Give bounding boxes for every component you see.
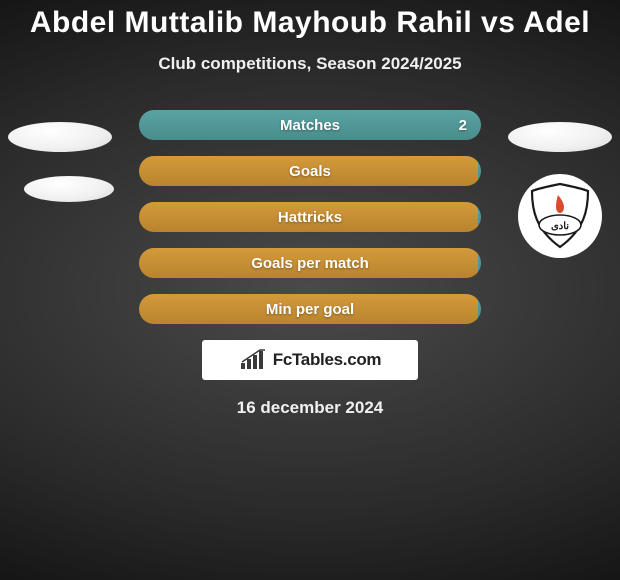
stat-bars: Matches2 Goals Hattricks Goals per match Min… — [139, 110, 481, 324]
stat-bar: Goals — [139, 156, 481, 186]
brand-chart-icon — [239, 349, 267, 371]
player-left-badge-2 — [24, 176, 114, 202]
date-text: 16 december 2024 — [0, 398, 620, 418]
player-right-badge-1 — [508, 122, 612, 152]
bar-label: Goals — [139, 163, 481, 180]
bar-label: Hattricks — [139, 209, 481, 226]
bar-label: Goals per match — [139, 255, 481, 272]
subtitle: Club competitions, Season 2024/2025 — [0, 54, 620, 74]
svg-text:نادى: نادى — [551, 221, 569, 232]
brand-box[interactable]: FcTables.com — [202, 340, 418, 380]
crest-icon: نادى — [525, 181, 595, 251]
brand-text: FcTables.com — [273, 350, 382, 370]
page-title: Abdel Muttalib Mayhoub Rahil vs Adel — [0, 0, 620, 40]
stat-bar: Min per goal — [139, 294, 481, 324]
bar-value-right: 2 — [459, 110, 467, 140]
stat-bar: Goals per match — [139, 248, 481, 278]
player-right-club-crest: نادى — [518, 174, 602, 258]
player-left-badge-1 — [8, 122, 112, 152]
bar-label: Matches — [139, 117, 481, 134]
stat-bar: Hattricks — [139, 202, 481, 232]
stat-bar: Matches2 — [139, 110, 481, 140]
bar-label: Min per goal — [139, 301, 481, 318]
